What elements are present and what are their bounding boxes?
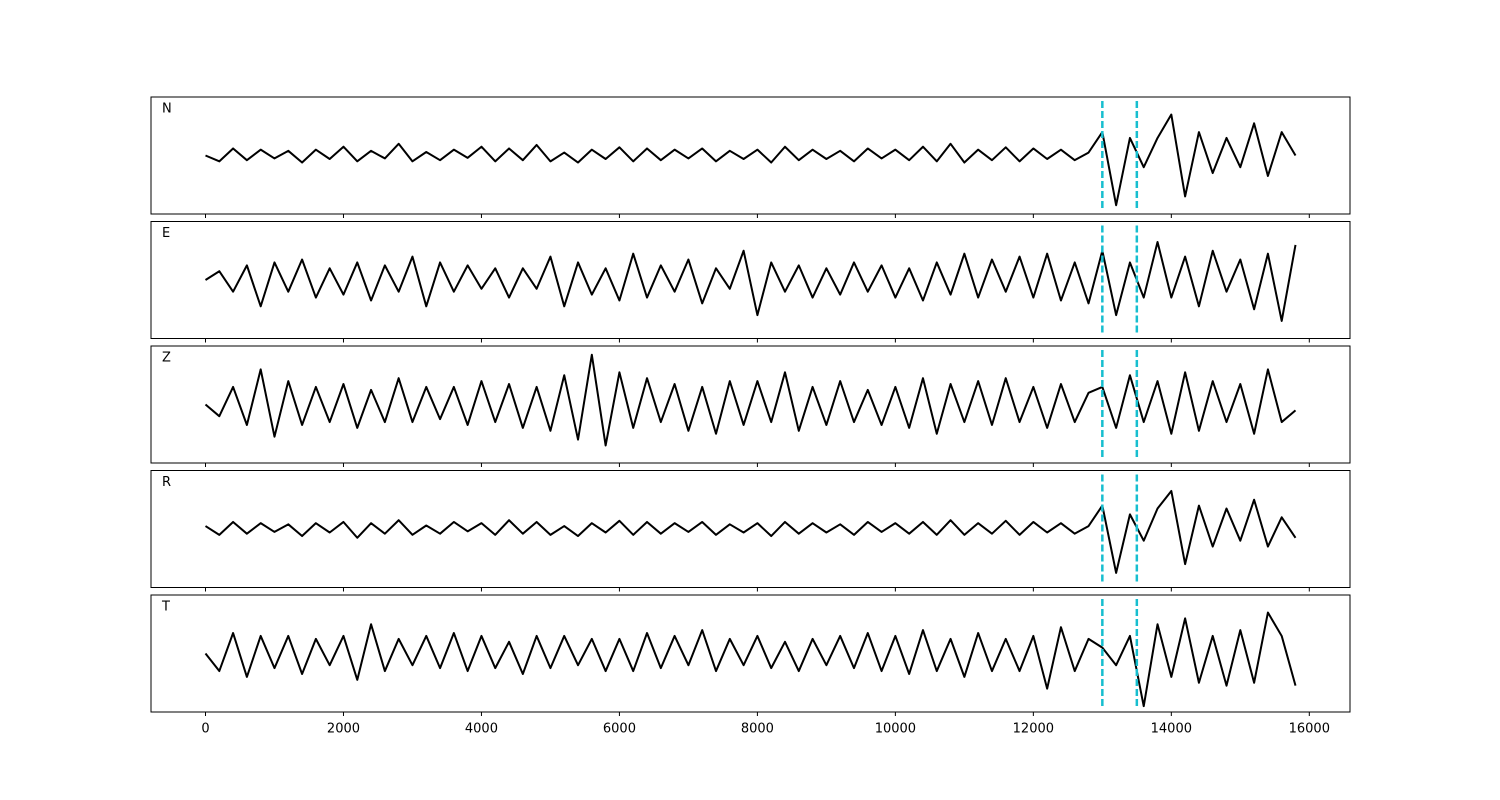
trace [204,611,1297,708]
panel-frame [150,594,1351,713]
x-tick-label: 2000 [327,722,360,737]
channel-label: N [162,102,172,117]
trace [205,113,1297,207]
x-tick-label: 12000 [1013,722,1054,737]
panel-frame [150,470,1351,588]
channel-label: E [162,226,170,241]
trace [204,489,1297,574]
x-tick-label: 4000 [465,722,498,737]
x-tick-label: 10000 [875,722,916,737]
panel-frame [150,345,1351,464]
panel-frame [150,221,1351,339]
trace [204,240,1297,322]
channel-label: R [162,475,171,490]
x-tick-label: 16000 [1289,722,1330,737]
channel-label: T [161,600,170,615]
x-tick-label: 8000 [741,722,774,737]
channel-label: Z [162,351,171,366]
panel-frame [150,96,1351,215]
x-tick-label: 0 [201,722,209,737]
x-tick-label: 14000 [1151,722,1192,737]
trace [204,353,1297,447]
x-tick-label: 6000 [603,722,636,737]
